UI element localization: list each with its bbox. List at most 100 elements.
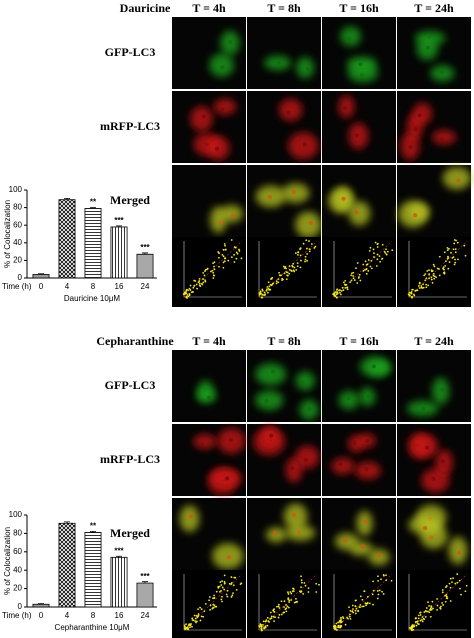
scatter-dot (184, 291, 186, 294)
scatter-dot (231, 594, 234, 597)
scatter-dot (365, 272, 368, 275)
scatter-dot (283, 272, 286, 275)
puncta (431, 476, 436, 481)
puncta (189, 514, 194, 519)
scatter-dot (285, 604, 288, 606)
scatter-dot (208, 599, 211, 602)
scatter-dot (344, 284, 347, 287)
scatter-dot (354, 605, 357, 608)
scatter-dot (333, 292, 336, 295)
scatter-dot (435, 276, 437, 279)
micrograph (397, 17, 471, 89)
micrograph (397, 165, 472, 237)
scatter-dot (439, 607, 442, 610)
cell (295, 371, 315, 391)
scatter-dot (288, 272, 291, 275)
scatter-dot (429, 609, 432, 611)
scatter-dot (426, 610, 429, 613)
scatter-dot (211, 269, 214, 272)
significance-label: *** (140, 572, 150, 581)
scatter-dot (339, 626, 342, 629)
micrograph (172, 165, 246, 237)
scatter-dot (268, 285, 271, 288)
puncta (225, 476, 230, 481)
diagonal (258, 240, 318, 298)
scatter-dot (233, 261, 236, 263)
scatter-dot (189, 284, 192, 287)
scatter-dot (195, 283, 198, 286)
scatter-dot (351, 604, 354, 607)
puncta (264, 398, 269, 403)
scatter-dot (292, 262, 295, 265)
scatter-dot (358, 606, 361, 608)
scatter-dot (452, 248, 455, 251)
scatter-dot (454, 261, 457, 264)
scatter-dot (418, 281, 421, 284)
x-tick-label: 0 (39, 282, 44, 291)
scatter-dot (390, 579, 393, 582)
cell (412, 434, 439, 458)
scatter-dot (445, 595, 448, 598)
scatter-dot (287, 593, 290, 595)
scatter-dot (300, 575, 302, 578)
y-tick-label: 60 (13, 547, 22, 556)
cell (442, 167, 472, 190)
scatter-dot (372, 603, 374, 606)
scatter-dot (372, 248, 375, 251)
row-label: GFP-LC3 (105, 378, 156, 392)
puncta (425, 445, 430, 450)
scatter-dot (222, 261, 225, 264)
cell (432, 130, 457, 145)
scatter-dot (261, 288, 264, 291)
cell (265, 527, 287, 543)
scatter-dot (200, 608, 203, 611)
scatter-dot (299, 247, 302, 250)
scatter-dot (232, 584, 235, 587)
scatter-dot (463, 244, 466, 247)
scatter-dot (341, 616, 344, 618)
scatter-dot (454, 582, 457, 585)
scatter-dot (364, 602, 367, 605)
scatter-dot (421, 616, 424, 618)
scatter-dot (465, 584, 468, 587)
scatter-dot (270, 617, 273, 620)
scatter-dot (305, 239, 308, 242)
scatter-dot (213, 594, 215, 597)
micrograph (247, 165, 322, 238)
scatter-dot (340, 293, 342, 296)
scatter-dot (299, 590, 301, 593)
scatter-dot (261, 293, 264, 296)
scatter-dot (361, 605, 364, 608)
scatter-dot (267, 620, 270, 623)
puncta (354, 210, 359, 215)
error-bar (64, 197, 70, 200)
scatter-dot (218, 265, 220, 268)
scatter-dot (300, 259, 302, 262)
scatter-dot (310, 243, 313, 245)
scatter-dot (355, 267, 357, 270)
scatter-dot (410, 292, 413, 295)
scatter-dot (372, 589, 375, 592)
scatter-dot (423, 618, 426, 621)
scatter-dot (353, 279, 356, 281)
y-tick-label: 80 (13, 529, 22, 538)
scatter-dot (422, 283, 424, 286)
scatter-dot (221, 253, 224, 256)
bar (32, 274, 50, 279)
scatterplot-thumb (397, 237, 471, 307)
scatter-dot (227, 259, 230, 262)
scatter-dot (259, 290, 262, 293)
scatter-dot (293, 270, 296, 273)
scatter-dot (352, 277, 355, 280)
scatter-dot (296, 265, 299, 268)
scatter-dot (290, 599, 293, 601)
scatter-dot (349, 281, 352, 284)
scatter-dot (336, 288, 339, 291)
scatter-dot (224, 244, 226, 247)
scatter-dot (235, 588, 238, 591)
scatter-dot (271, 276, 274, 279)
cell (448, 536, 468, 565)
scatter-dot (446, 257, 449, 260)
cell (296, 57, 315, 79)
